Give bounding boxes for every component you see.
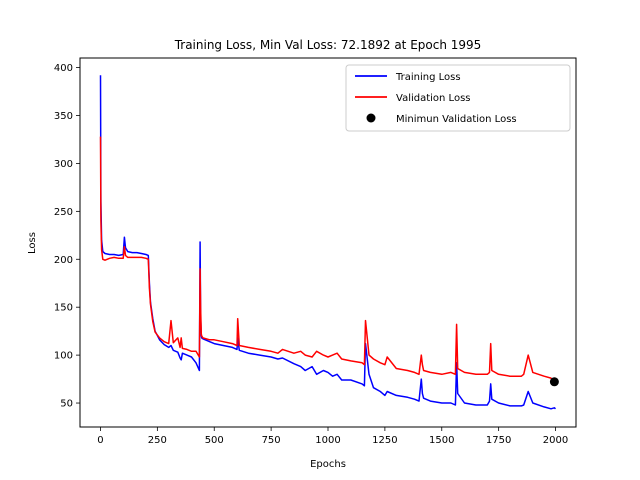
x-tick-label: 500 — [205, 435, 224, 446]
x-tick-label: 750 — [262, 435, 281, 446]
y-tick-label: 250 — [54, 207, 73, 218]
legend: Training Loss Validation Loss Minimun Va… — [345, 64, 571, 132]
min-validation-loss-point — [549, 377, 559, 387]
series-layer — [99, 75, 557, 410]
x-tick-label: 1750 — [486, 435, 511, 446]
y-axis-ticks: 50 100 150 200 250 300 350 400 — [54, 63, 80, 410]
y-tick-label: 150 — [54, 303, 73, 314]
series-line-validation-loss — [99, 136, 557, 383]
legend-swatch-min-marker — [366, 113, 376, 123]
x-tick-label: 2000 — [543, 435, 568, 446]
x-tick-label: 1500 — [429, 435, 454, 446]
x-tick-label: 0 — [97, 435, 103, 446]
chart-title: Training Loss, Min Val Loss: 72.1892 at … — [174, 38, 482, 52]
y-axis-label: Loss — [27, 232, 38, 254]
x-axis-label: Epochs — [310, 459, 346, 470]
x-tick-label: 250 — [148, 435, 167, 446]
x-tick-label: 1250 — [372, 435, 397, 446]
x-axis-ticks: 0 250 500 750 1000 1250 1500 1750 2000 — [97, 427, 568, 446]
legend-label-min-marker: Minimun Validation Loss — [396, 114, 517, 125]
y-tick-label: 300 — [54, 159, 73, 170]
legend-label-training-loss: Training Loss — [395, 72, 461, 83]
marker-layer — [549, 377, 559, 387]
y-tick-label: 50 — [60, 399, 73, 410]
y-tick-label: 350 — [54, 111, 73, 122]
legend-label-validation-loss: Validation Loss — [396, 93, 471, 104]
x-tick-label: 1000 — [315, 435, 340, 446]
y-tick-label: 400 — [54, 63, 73, 74]
y-tick-label: 100 — [54, 351, 73, 362]
y-tick-label: 200 — [54, 255, 73, 266]
legend-box — [345, 64, 571, 132]
